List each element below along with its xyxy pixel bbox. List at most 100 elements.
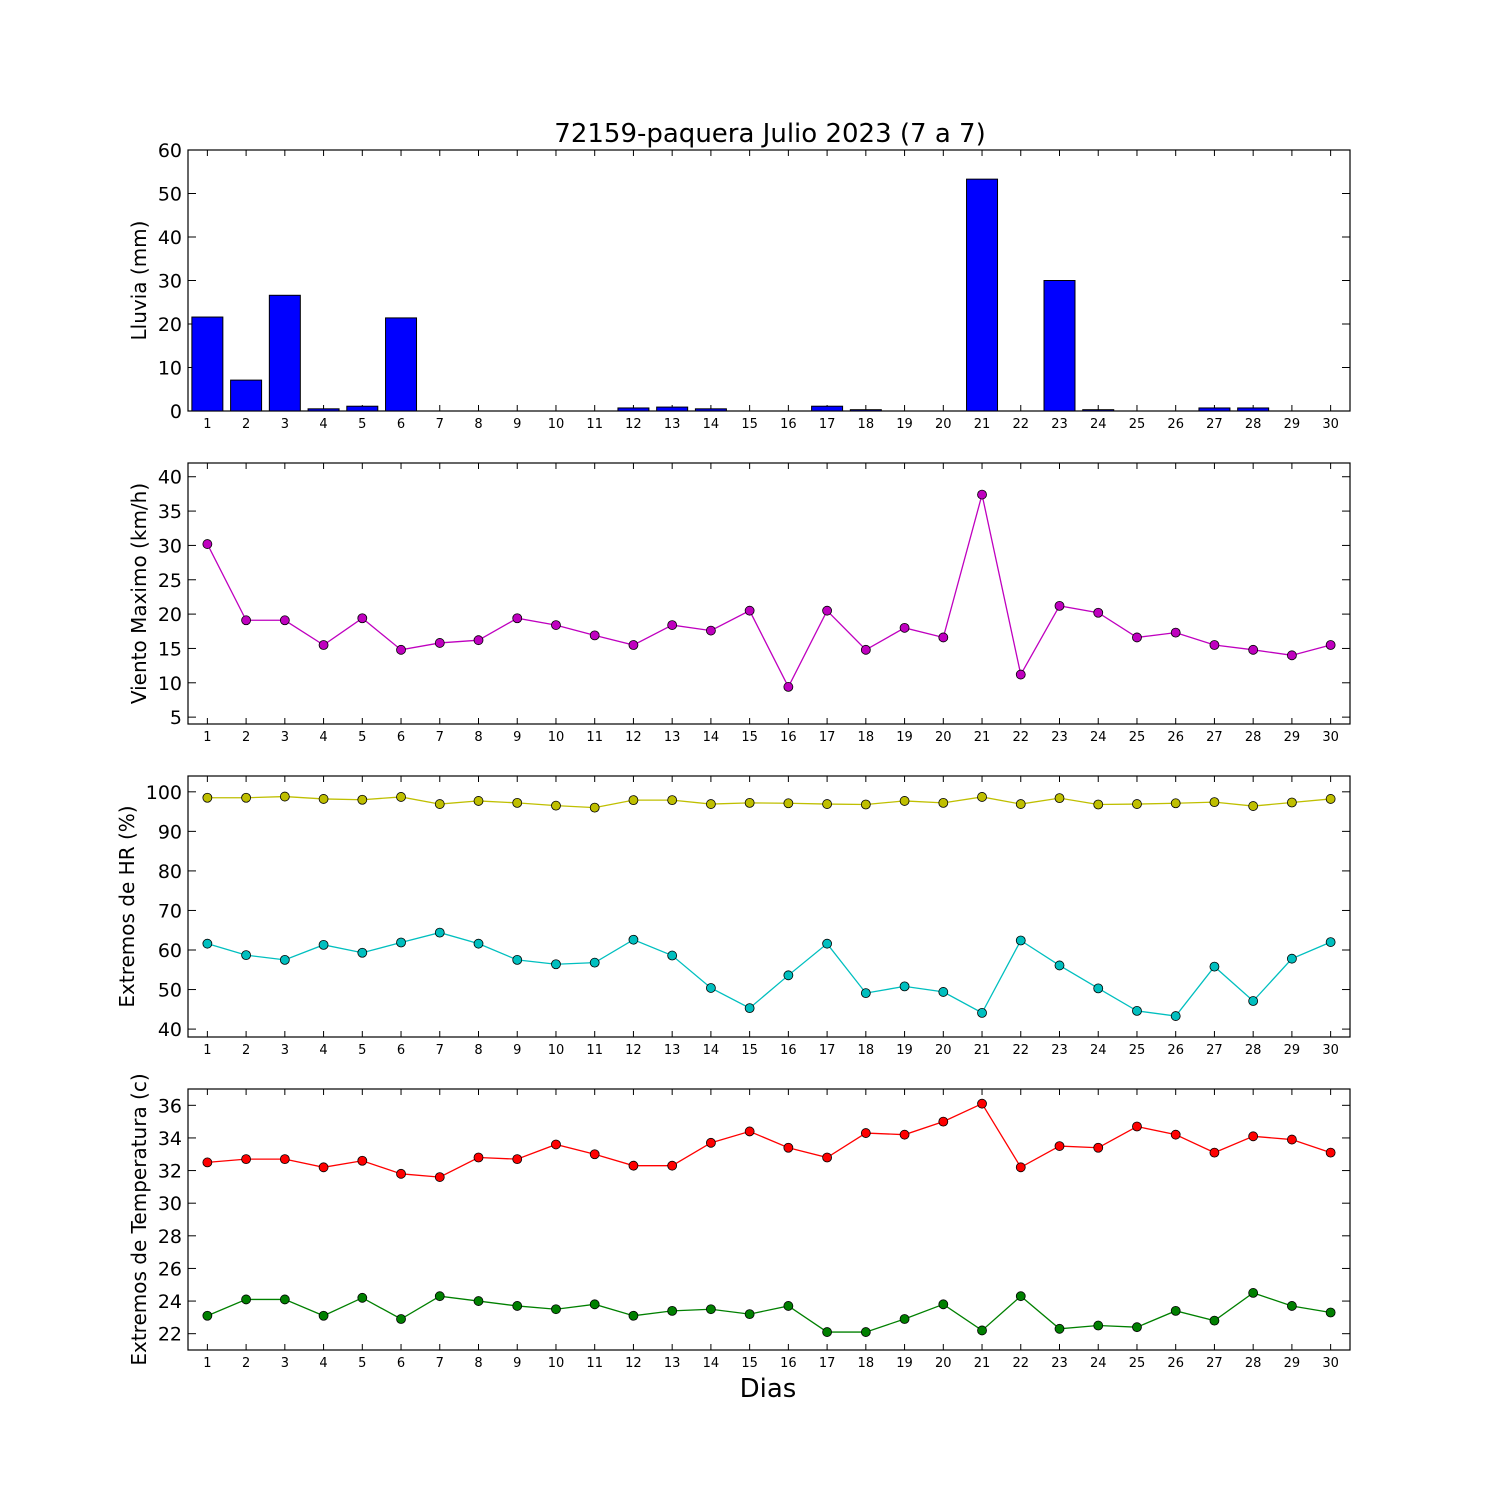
y-axis-label: Extremos de HR (%) bbox=[115, 805, 139, 1007]
xtick-label: 29 bbox=[1284, 1043, 1301, 1058]
point-temp-min bbox=[1287, 1301, 1297, 1311]
point-temp-min bbox=[589, 1299, 600, 1310]
point-temp-max bbox=[473, 1152, 484, 1163]
point-temp-max bbox=[357, 1155, 368, 1166]
point-hr-min bbox=[1248, 996, 1259, 1006]
xtick-label: 14 bbox=[703, 730, 720, 745]
point-hr-max bbox=[1325, 794, 1336, 804]
xtick-label: 5 bbox=[358, 417, 366, 432]
xtick-label: 8 bbox=[474, 1043, 482, 1058]
ytick-label: 24 bbox=[158, 1291, 182, 1313]
ytick-label: 40 bbox=[158, 1019, 182, 1041]
xtick-label: 23 bbox=[1051, 417, 1068, 432]
point-wind-max bbox=[938, 632, 949, 643]
xtick-label: 21 bbox=[974, 417, 991, 432]
point-wind-max bbox=[512, 613, 523, 624]
xtick-label: 21 bbox=[974, 1043, 991, 1058]
point-hr-min bbox=[822, 938, 832, 949]
bar-rain bbox=[811, 405, 844, 412]
point-wind-max bbox=[1093, 607, 1104, 618]
xtick-label: 4 bbox=[319, 417, 327, 432]
xtick-label: 8 bbox=[474, 417, 482, 432]
point-wind-max bbox=[899, 622, 910, 633]
xtick-label: 2 bbox=[242, 1356, 250, 1371]
ytick-label: 40 bbox=[158, 467, 182, 489]
point-hr-max bbox=[1209, 797, 1220, 807]
point-wind-max bbox=[434, 638, 445, 648]
ytick-label: 0 bbox=[170, 401, 182, 423]
xtick-label: 18 bbox=[858, 730, 875, 745]
xtick-label: 14 bbox=[703, 1043, 720, 1058]
xtick-label: 20 bbox=[935, 1356, 952, 1371]
xtick-label: 19 bbox=[896, 1356, 913, 1371]
point-temp-max bbox=[1170, 1129, 1181, 1140]
point-wind-max bbox=[1054, 600, 1065, 611]
xtick-label: 28 bbox=[1245, 417, 1262, 432]
point-hr-min bbox=[860, 988, 871, 999]
point-hr-min bbox=[938, 987, 949, 997]
point-hr-max bbox=[667, 795, 678, 806]
point-hr-max bbox=[628, 795, 639, 806]
bar-rain bbox=[191, 316, 224, 412]
bar-rain bbox=[617, 407, 650, 412]
xtick-label: 23 bbox=[1051, 730, 1068, 745]
xtick-label: 14 bbox=[703, 417, 720, 432]
point-temp-min bbox=[706, 1304, 716, 1315]
point-hr-max bbox=[1132, 799, 1142, 809]
point-hr-min bbox=[279, 954, 290, 965]
point-hr-max bbox=[1015, 799, 1026, 809]
xtick-label: 2 bbox=[242, 730, 250, 745]
xtick-label: 17 bbox=[819, 417, 836, 432]
point-hr-min bbox=[202, 938, 213, 949]
xtick-label: 11 bbox=[586, 1043, 603, 1058]
point-wind-max bbox=[1248, 644, 1259, 655]
point-temp-max bbox=[860, 1128, 871, 1138]
xtick-label: 25 bbox=[1129, 1043, 1146, 1058]
series-line-hr-max bbox=[207, 795, 1331, 809]
xtick-label: 2 bbox=[242, 417, 250, 432]
point-wind-max bbox=[396, 644, 406, 655]
point-hr-min bbox=[396, 937, 406, 948]
ytick-label: 50 bbox=[158, 980, 182, 1002]
point-hr-min bbox=[1015, 935, 1026, 946]
point-wind-max bbox=[202, 539, 213, 549]
plot-area-rain bbox=[187, 149, 1351, 412]
point-hr-min bbox=[628, 934, 639, 945]
point-temp-max bbox=[279, 1154, 290, 1165]
point-temp-max bbox=[667, 1160, 678, 1171]
point-hr-min bbox=[512, 954, 523, 965]
xtick-label: 5 bbox=[358, 730, 366, 745]
xtick-label: 12 bbox=[625, 1043, 642, 1058]
point-hr-max bbox=[279, 791, 290, 802]
point-hr-max bbox=[1093, 799, 1104, 810]
point-temp-max bbox=[1132, 1121, 1142, 1132]
point-wind-max bbox=[860, 644, 871, 655]
ytick-label: 25 bbox=[158, 570, 182, 592]
ytick-label: 60 bbox=[158, 140, 182, 162]
ytick-label: 32 bbox=[158, 1161, 182, 1183]
ytick-label: 100 bbox=[146, 782, 182, 804]
point-hr-min bbox=[357, 947, 368, 958]
xtick-label: 3 bbox=[281, 730, 289, 745]
xtick-label: 16 bbox=[780, 417, 797, 432]
xtick-label: 26 bbox=[1167, 417, 1184, 432]
point-hr-max bbox=[434, 799, 445, 809]
xtick-label: 22 bbox=[1012, 417, 1029, 432]
ytick-label: 20 bbox=[158, 604, 182, 626]
point-temp-max bbox=[822, 1152, 832, 1163]
point-hr-min bbox=[241, 950, 252, 961]
point-wind-max bbox=[279, 615, 290, 626]
point-hr-min bbox=[1209, 961, 1220, 972]
point-wind-max bbox=[822, 605, 832, 616]
point-hr-min bbox=[706, 983, 716, 993]
plot-area-wind bbox=[187, 462, 1351, 725]
point-wind-max bbox=[1325, 640, 1336, 650]
point-temp-max bbox=[589, 1149, 600, 1160]
xtick-label: 3 bbox=[281, 417, 289, 432]
point-temp-max bbox=[434, 1172, 445, 1182]
point-hr-max bbox=[589, 802, 600, 813]
